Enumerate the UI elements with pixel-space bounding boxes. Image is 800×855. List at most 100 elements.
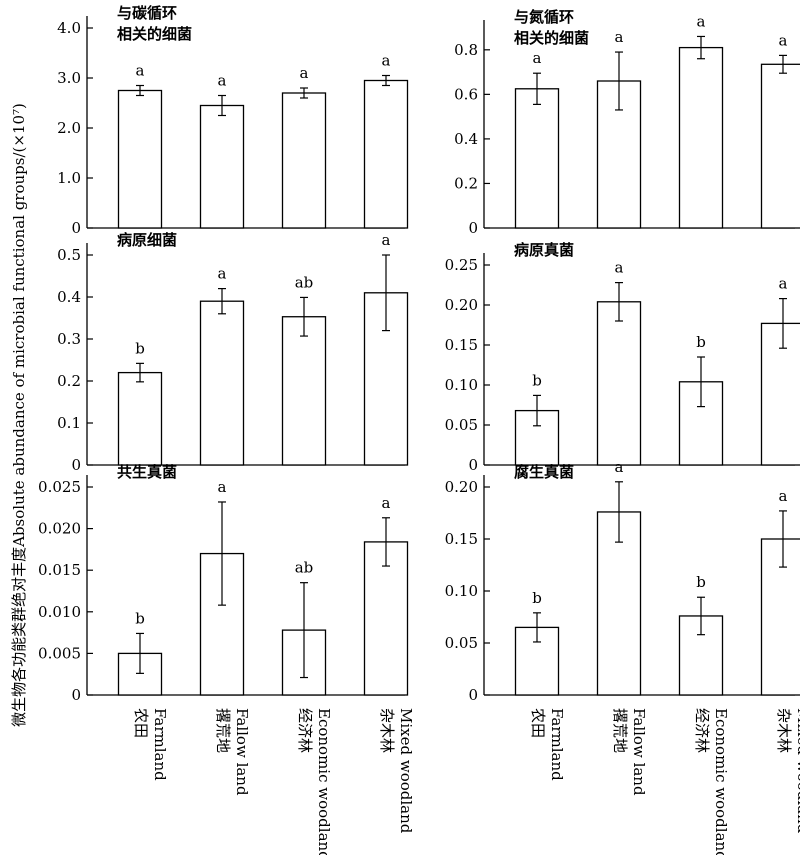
x-category-label: 撂荒地Fallow land [214,708,251,796]
x-category-label-en: Farmland [548,708,566,781]
panel-title-line: 共生真菌 [117,463,177,481]
significance-label: a [615,458,624,476]
panel-4: 0 0.05 0.10 0.15 0.20 0.25 病原真菌 b a b a [445,241,800,474]
bar [678,46,724,229]
significance-label: a [615,259,624,277]
x-category-label-cn: 经济林 [693,708,711,753]
y-tick-label: 0.05 [445,416,478,434]
x-category-label: 杂木林Mixed woodland [775,708,800,834]
panel-title: 病原真菌 [514,241,574,259]
y-tick-label: 0 [71,219,81,237]
significance-label: a [136,62,145,80]
significance-label: a [218,478,227,496]
bar [281,92,327,229]
significance-label: a [779,275,788,293]
x-category-label-en: Farmland [151,708,169,781]
y-tick-label: 0.20 [445,296,478,314]
x-category-label: 农田Farmland [132,708,169,781]
x-category-label-cn: 经济林 [296,708,314,753]
significance-label: a [300,64,309,82]
x-category-label-en: Mixed woodland [794,708,800,834]
panel-title-line: 病原真菌 [514,241,574,259]
y-tick-label: 0.2 [57,372,81,390]
panel-title: 腐生真菌 [514,463,574,481]
bar [514,409,560,466]
y-tick-label: 4.0 [57,19,81,37]
x-category-label: 经济林Economic woodland [693,708,730,855]
panel-title-line: 相关的细菌 [514,29,589,47]
y-tick-label: 0 [468,686,478,704]
y-tick-label: 0 [468,456,478,474]
x-category-label: 经济林Economic woodland [296,708,333,855]
panel-title: 与碳循环相关的细菌 [117,4,192,43]
y-tick-label: 0.005 [38,644,81,662]
y-tick-label: 0.5 [57,246,81,264]
y-tick-label: 0.3 [57,330,81,348]
y-tick-label: 0.2 [454,174,478,192]
x-category-label-cn: 杂木林 [775,708,793,753]
x-category-label: 撂荒地Fallow land [611,708,648,796]
bar [760,63,800,229]
x-category-label-en: Economic woodland [315,708,333,855]
bar [117,371,163,466]
significance-label: a [697,12,706,30]
x-category-label-en: Fallow land [630,708,648,796]
panel-title-line: 病原细菌 [117,231,177,249]
y-tick-label: 0.6 [454,85,478,103]
significance-label: b [532,371,542,389]
y-tick-label: 0.1 [57,414,81,432]
y-axis-label-cn: 微生物各功能类群绝对丰度 [10,547,28,727]
significance-label: b [135,339,145,357]
panel-title-line: 腐生真菌 [514,463,574,481]
y-tick-label: 0 [71,686,81,704]
x-category-label-en: Economic woodland [712,708,730,855]
y-tick-label: 0.020 [38,520,81,538]
bar [281,316,327,466]
bar [199,104,245,229]
y-tick-label: 0.20 [445,478,478,496]
significance-label: a [382,52,391,70]
y-tick-label: 0.4 [57,288,81,306]
significance-label: ab [295,559,314,577]
y-tick-label: 2.0 [57,119,81,137]
panel-1: 0 1.0 2.0 3.0 4.0 与碳循环相关的细菌 a a a a [57,4,409,237]
significance-label: a [615,28,624,46]
x-category-label-cn: 撂荒地 [611,708,629,753]
significance-label: a [218,72,227,90]
significance-label: b [135,609,145,627]
y-axis-label-en: Absolute abundance of microbial function… [10,103,28,548]
x-category-labels: 农田Farmland 撂荒地Fallow land 经济林Economic wood… [132,708,800,855]
panels-group: 0 1.0 2.0 3.0 4.0 与碳循环相关的细菌 a a a a 0 0.2 0.4 0.6 0.8 与… [38,4,800,704]
y-tick-label: 0.015 [38,561,81,579]
panel-5: 0 0.005 0.010 0.015 0.020 0.025 共生真菌 b a ab a [38,463,409,704]
x-category-label-en: Fallow land [233,708,251,796]
bar [760,538,800,696]
x-category-label-cn: 农田 [132,708,150,738]
significance-label: a [779,487,788,505]
panel-title: 病原细菌 [117,231,177,249]
x-category-label-en: Mixed woodland [397,708,415,834]
bar [760,322,800,466]
panel-title: 与氮循环相关的细菌 [514,8,589,47]
y-tick-label: 0.15 [445,530,478,548]
significance-label: a [382,231,391,249]
x-category-label-cn: 杂木林 [378,708,396,753]
y-tick-label: 1.0 [57,169,81,187]
significance-label: b [696,573,706,591]
y-tick-label: 0.05 [445,634,478,652]
y-tick-label: 0.010 [38,603,81,621]
significance-label: b [532,589,542,607]
bar [514,88,560,229]
y-tick-label: 0.025 [38,478,81,496]
x-category-label-cn: 农田 [529,708,547,738]
x-category-label: 农田Farmland [529,708,566,781]
bar [363,79,409,229]
y-tick-label: 0.10 [445,582,478,600]
y-tick-label: 0.10 [445,376,478,394]
significance-label: a [533,49,542,67]
bar [199,300,245,466]
panel-3: 0 0.1 0.2 0.3 0.4 0.5 病原细菌 b a ab a [57,231,409,474]
significance-label: a [779,31,788,49]
y-tick-label: 0.25 [445,256,478,274]
